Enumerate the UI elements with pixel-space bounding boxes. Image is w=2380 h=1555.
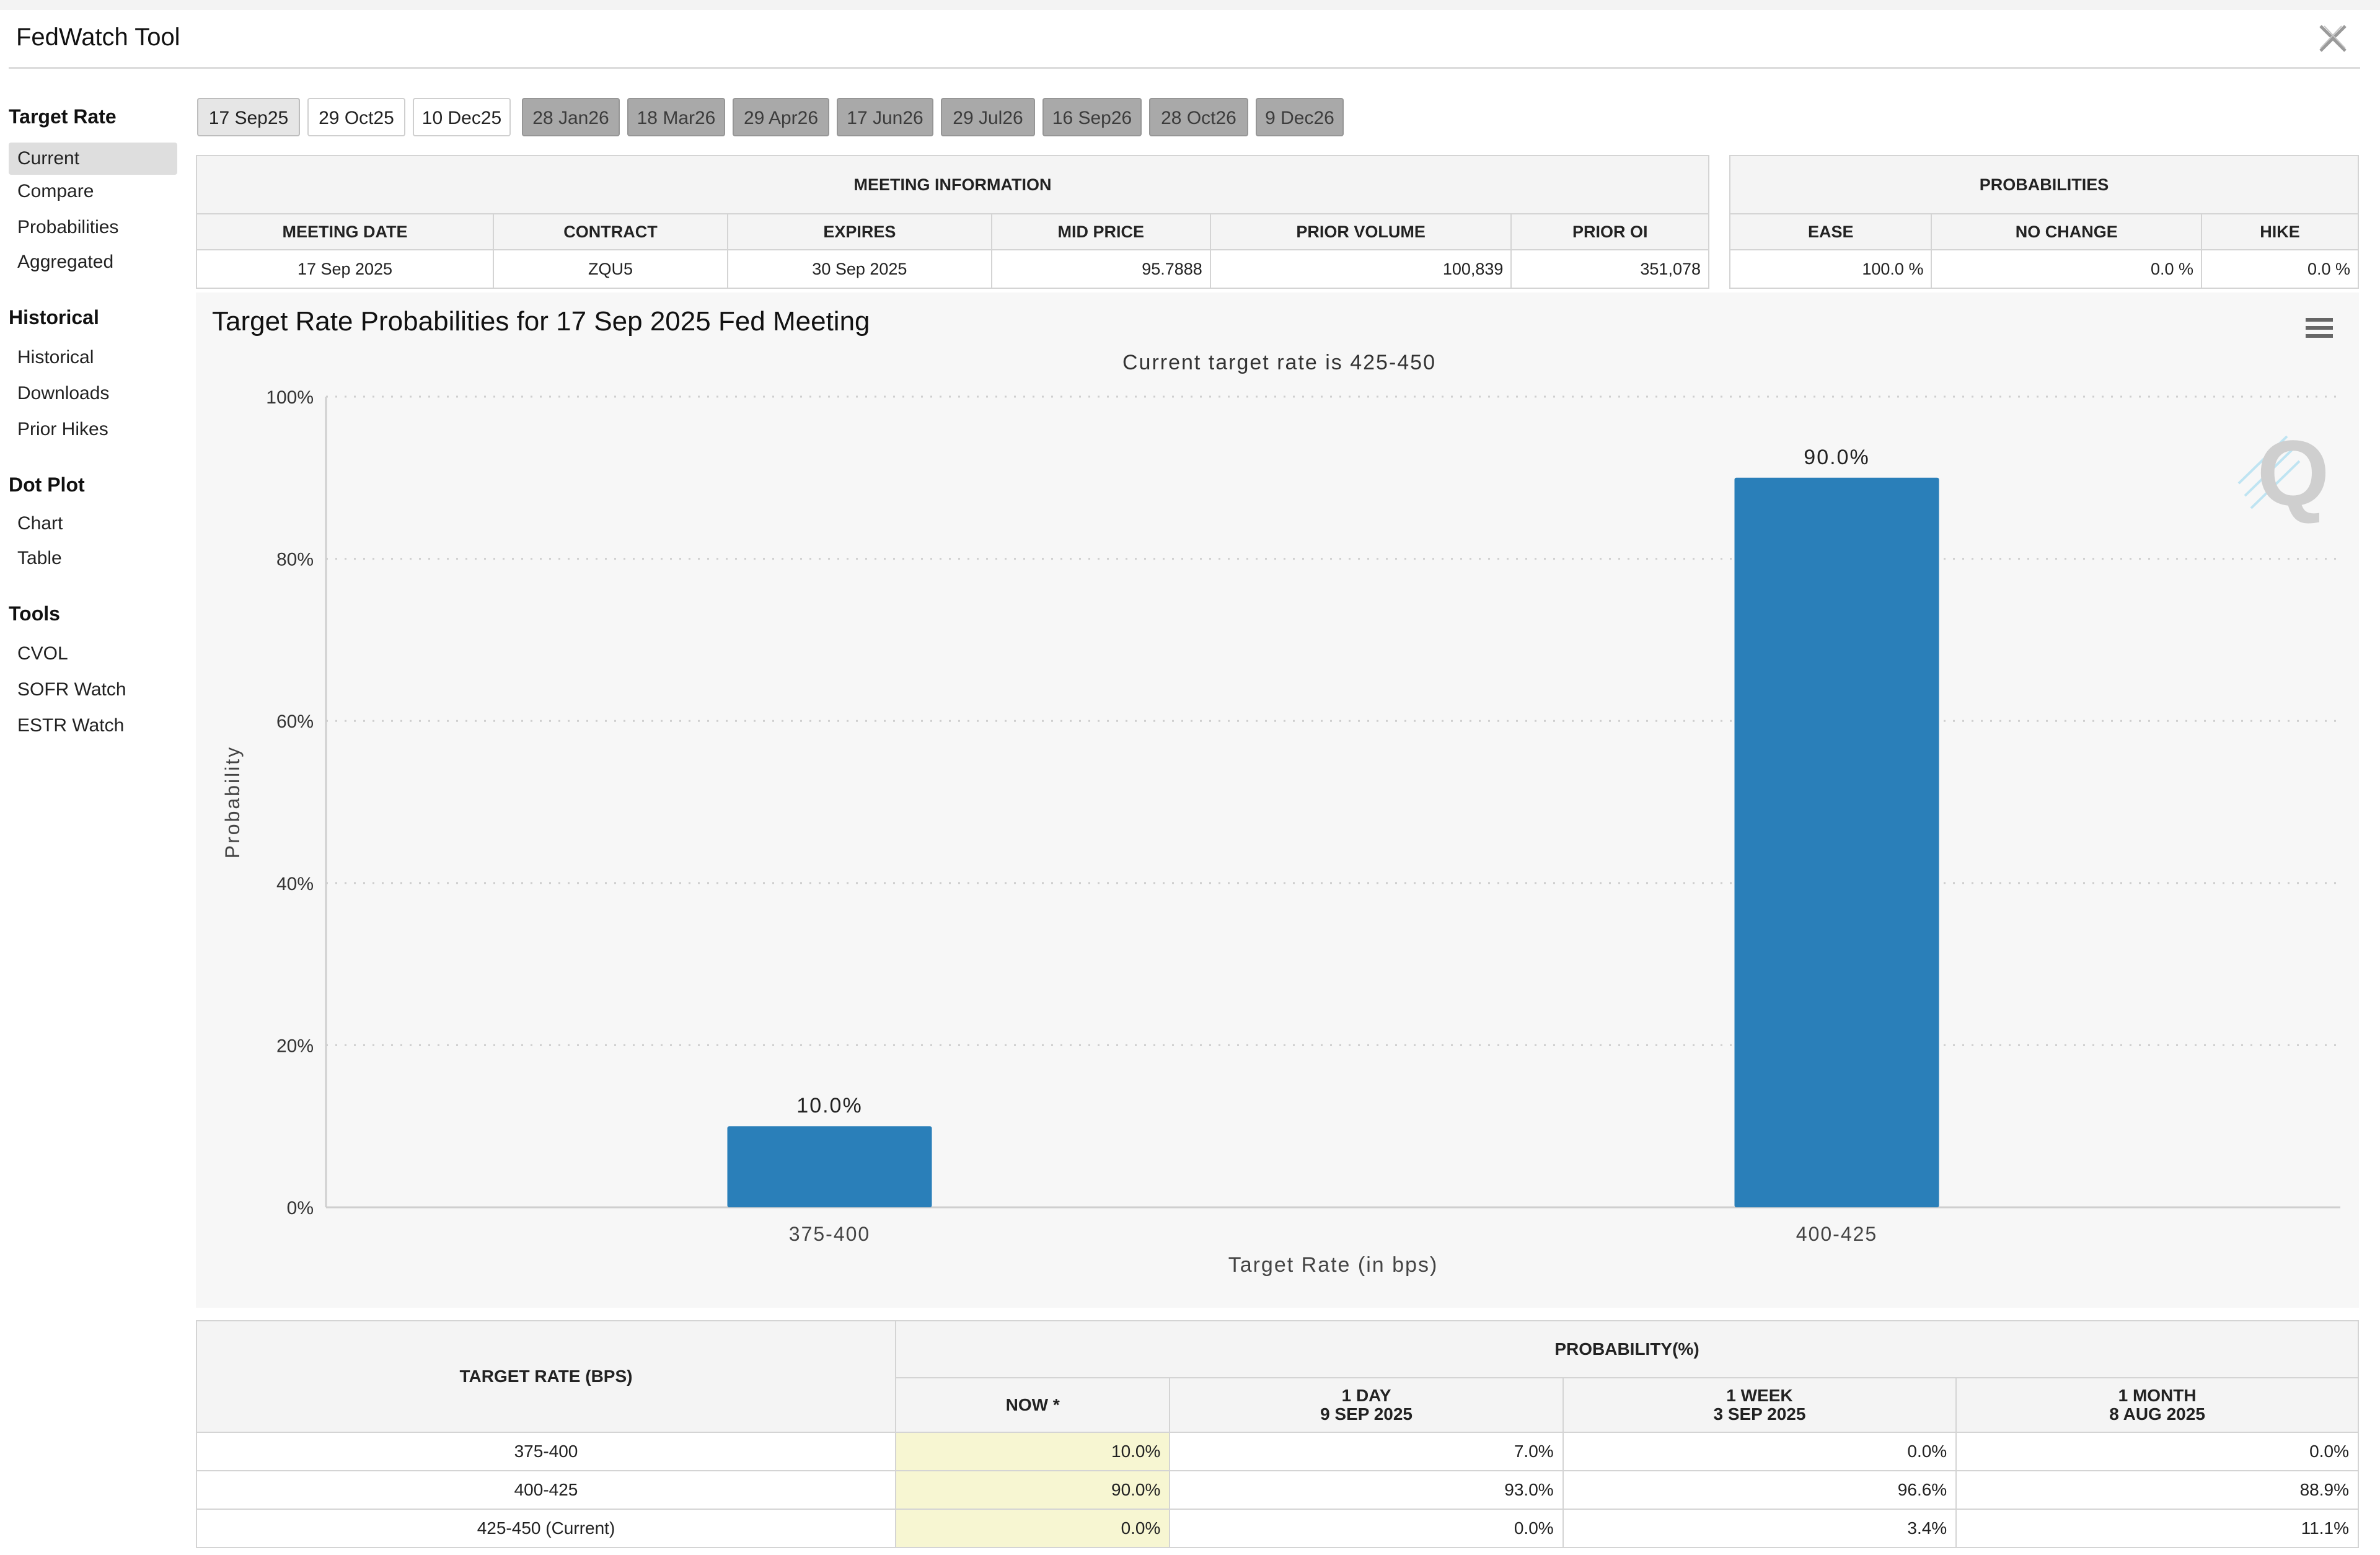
tab-meeting-28-oct26[interactable]: 28 Oct26: [1149, 98, 1248, 136]
sidebar-item-estr-watch[interactable]: ESTR Watch: [17, 715, 125, 736]
sidebar-item-cvol[interactable]: CVOL: [17, 643, 68, 664]
x-tick-label: 375-400: [789, 1223, 870, 1245]
app-title: FedWatch Tool: [16, 24, 180, 51]
prob-cell: 7.0%: [1169, 1432, 1564, 1471]
y-tick-label: 20%: [276, 1036, 314, 1056]
tab-meeting-29-apr26[interactable]: 29 Apr26: [733, 98, 829, 136]
hike-value: 0.0 %: [2201, 249, 2359, 289]
col-target-rate: TARGET RATE (BPS): [196, 1320, 896, 1433]
sidebar-heading-dot-plot: Dot Plot: [9, 474, 85, 496]
sidebar-item-prior-hikes[interactable]: Prior Hikes: [17, 419, 108, 439]
col-hike: HIKE: [2201, 213, 2359, 250]
chart-subtitle: Current target rate is 425-450: [1122, 351, 1436, 374]
table-row: 425-450 (Current) 0.0% 0.0% 3.4% 11.1%: [196, 1509, 2359, 1548]
col-1-day: 1 DAY 9 SEP 2025: [1169, 1377, 1564, 1433]
y-tick-label: 60%: [276, 711, 314, 732]
sidebar-item-historical[interactable]: Historical: [17, 347, 94, 368]
bar-data-label: 90.0%: [1804, 446, 1869, 469]
tab-meeting-28-jan26[interactable]: 28 Jan26: [522, 98, 620, 136]
meeting-info-heading: MEETING INFORMATION: [196, 155, 1709, 214]
sidebar-item-table[interactable]: Table: [17, 548, 62, 568]
probability-group-heading: PROBABILITY(%): [895, 1320, 2359, 1378]
sidebar-item-chart[interactable]: Chart: [17, 513, 63, 534]
sidebar-heading-tools: Tools: [9, 602, 60, 625]
x-tick-label: 400-425: [1796, 1223, 1877, 1245]
prob-cell: 3.4%: [1562, 1509, 1957, 1548]
hamburger-menu-icon[interactable]: [2304, 316, 2334, 340]
prob-cell: 0.0%: [1955, 1432, 2359, 1471]
prob-cell-now: 0.0%: [894, 1509, 1171, 1548]
col-no-change: NO CHANGE: [1931, 213, 2203, 250]
sidebar-item-aggregated[interactable]: Aggregated: [17, 252, 114, 272]
sidebar-item-probabilities[interactable]: Probabilities: [17, 217, 119, 237]
sidebar-item-sofr-watch[interactable]: SOFR Watch: [17, 679, 126, 700]
ease-value: 100.0 %: [1729, 249, 1933, 289]
bar: [1734, 477, 1939, 1207]
prob-cell: 0.0%: [1169, 1509, 1564, 1548]
chart-title: Target Rate Probabilities for 17 Sep 202…: [212, 306, 870, 337]
prior-oi-value: 351,078: [1510, 249, 1709, 289]
target-rate-probability-table: TARGET RATE (BPS) PROBABILITY(%) NOW * 1…: [196, 1320, 2359, 1548]
tab-meeting-18-mar26[interactable]: 18 Mar26: [627, 98, 725, 136]
y-tick-label: 40%: [276, 874, 314, 894]
col-mid-price: MID PRICE: [990, 213, 1211, 250]
sidebar-heading-historical: Historical: [9, 306, 99, 328]
tab-meeting-9-dec26[interactable]: 9 Dec26: [1256, 98, 1344, 136]
mid-price-value: 95.7888: [990, 249, 1211, 289]
y-tick-label: 80%: [276, 550, 314, 570]
tab-meeting-16-sep26[interactable]: 16 Sep26: [1042, 98, 1142, 136]
tab-meeting-29-oct25[interactable]: 29 Oct25: [307, 98, 405, 136]
watermark-q-icon: Q: [2237, 421, 2330, 525]
prob-cell: 88.9%: [1955, 1470, 2359, 1510]
sidebar-heading-target-rate: Target Rate: [9, 105, 117, 128]
tab-meeting-17-jun26[interactable]: 17 Jun26: [837, 98, 933, 136]
prob-cell: 0.0%: [1562, 1432, 1957, 1471]
col-1-month: 1 MONTH 8 AUG 2025: [1955, 1377, 2359, 1433]
meeting-info-table: MEETING INFORMATION MEETING DATE CONTRAC…: [195, 155, 1709, 289]
y-tick-label: 0%: [287, 1198, 314, 1218]
table-row: 400-425 90.0% 93.0% 96.6% 88.9%: [196, 1470, 2359, 1510]
col-ease: EASE: [1729, 213, 1933, 250]
col-prior-volume: PRIOR VOLUME: [1209, 213, 1512, 250]
probabilities-heading: PROBABILITIES: [1729, 155, 2359, 214]
title-divider: [9, 67, 2360, 69]
tab-meeting-29-jul26[interactable]: 29 Jul26: [941, 98, 1035, 136]
bar-chart: Current target rate is 425-450 0% 20% 40% 60…: [221, 351, 2340, 1277]
sidebar-item-compare[interactable]: Compare: [17, 181, 94, 201]
sidebar-item-current[interactable]: Current: [9, 143, 177, 175]
prob-cell-now: 90.0%: [894, 1470, 1171, 1510]
col-expires: EXPIRES: [727, 213, 992, 250]
y-axis-title: Probability: [221, 746, 244, 858]
prob-cell: 11.1%: [1955, 1509, 2359, 1548]
tab-meeting-10-dec25[interactable]: 10 Dec25: [413, 98, 511, 136]
col-1-week: 1 WEEK 3 SEP 2025: [1562, 1377, 1957, 1433]
top-strip: [0, 0, 2380, 10]
prob-cell: 96.6%: [1562, 1470, 1957, 1510]
col-prior-oi: PRIOR OI: [1510, 213, 1709, 250]
rate-cell: 375-400: [196, 1432, 896, 1471]
probabilities-table: PROBABILITIES EASE NO CHANGE HIKE 100.0 …: [1729, 155, 2359, 289]
rate-cell: 400-425: [196, 1470, 896, 1510]
table-row: 375-400 10.0% 7.0% 0.0% 0.0%: [196, 1432, 2359, 1471]
meeting-date-value: 17 Sep 2025: [195, 249, 495, 289]
rate-cell: 425-450 (Current): [196, 1509, 896, 1548]
col-now: NOW *: [894, 1377, 1171, 1433]
col-meeting-date: MEETING DATE: [195, 213, 495, 250]
close-icon[interactable]: [2316, 21, 2350, 56]
watermark-letter: Q: [2257, 421, 2330, 525]
x-axis-title: Target Rate (in bps): [1228, 1253, 1439, 1277]
bar-data-label: 10.0%: [796, 1094, 862, 1117]
y-tick-label: 100%: [266, 387, 314, 408]
bar: [727, 1126, 932, 1207]
no-change-value: 0.0 %: [1931, 249, 2203, 289]
prob-cell-now: 10.0%: [894, 1432, 1171, 1471]
tab-meeting-17-sep25[interactable]: 17 Sep25: [197, 98, 300, 136]
col-contract: CONTRACT: [493, 213, 728, 250]
contract-value: ZQU5: [493, 249, 728, 289]
expires-value: 30 Sep 2025: [727, 249, 992, 289]
chart-panel: [196, 293, 2359, 1308]
sidebar-item-downloads[interactable]: Downloads: [17, 383, 110, 403]
prob-cell: 93.0%: [1169, 1470, 1564, 1510]
prior-volume-value: 100,839: [1209, 249, 1512, 289]
